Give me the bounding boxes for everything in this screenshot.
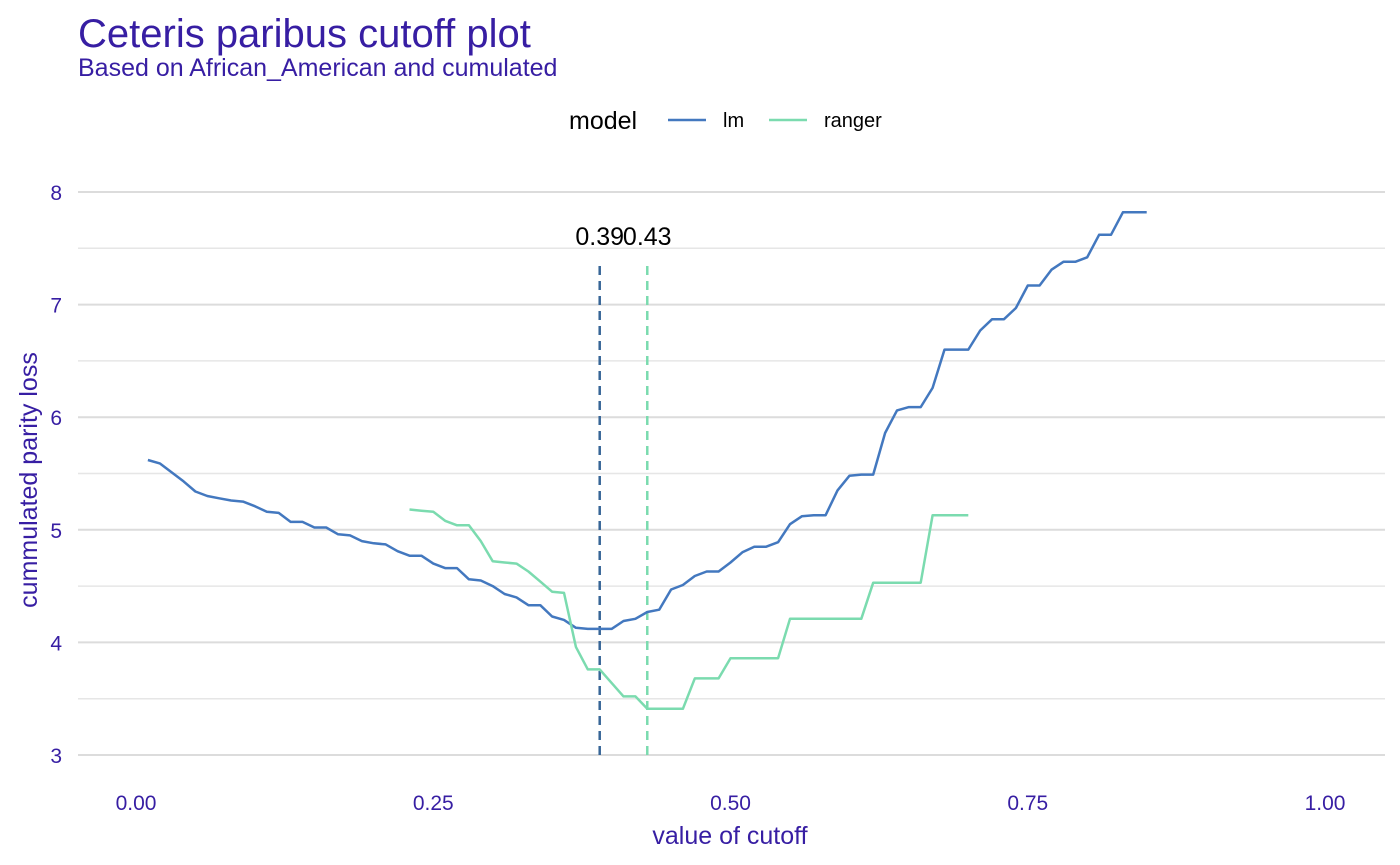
- y-tick-label: 6: [50, 407, 62, 430]
- x-tick-label: 0.25: [413, 792, 454, 815]
- x-tick-label: 1.00: [1305, 792, 1346, 815]
- chart-title: Ceteris paribus cutoff plot: [78, 12, 531, 56]
- y-tick-label: 5: [50, 520, 62, 543]
- legend: model lm ranger: [569, 107, 882, 135]
- cutoff-label-ranger: 0.43: [623, 223, 672, 251]
- x-tick-label: 0.75: [1007, 792, 1048, 815]
- legend-label-ranger: ranger: [824, 110, 882, 132]
- legend-title: model: [569, 107, 637, 135]
- cutoff-lines: 0.390.43: [575, 223, 672, 755]
- chart-subtitle: Based on African_American and cumulated: [78, 54, 558, 82]
- grid: [78, 191, 1385, 756]
- y-tick-label: 7: [50, 295, 62, 318]
- y-tick-label: 4: [50, 632, 62, 655]
- y-tick-label: 3: [50, 745, 62, 768]
- x-axis-title: value of cutoff: [652, 822, 807, 850]
- y-axis-title: cummulated parity loss: [15, 352, 43, 608]
- tick-labels: 0.00 0.25 0.50 0.75 1.00 3 4 5 6 7 8: [50, 182, 1345, 815]
- legend-label-lm: lm: [723, 110, 744, 132]
- y-tick-label: 8: [50, 182, 62, 205]
- series-line-lm: [147, 211, 1147, 631]
- x-tick-label: 0.00: [116, 792, 157, 815]
- series-lines: [147, 211, 1147, 711]
- x-tick-label: 0.50: [710, 792, 751, 815]
- cutoff-label-lm: 0.39: [575, 223, 624, 251]
- series-line-ranger: [409, 508, 969, 711]
